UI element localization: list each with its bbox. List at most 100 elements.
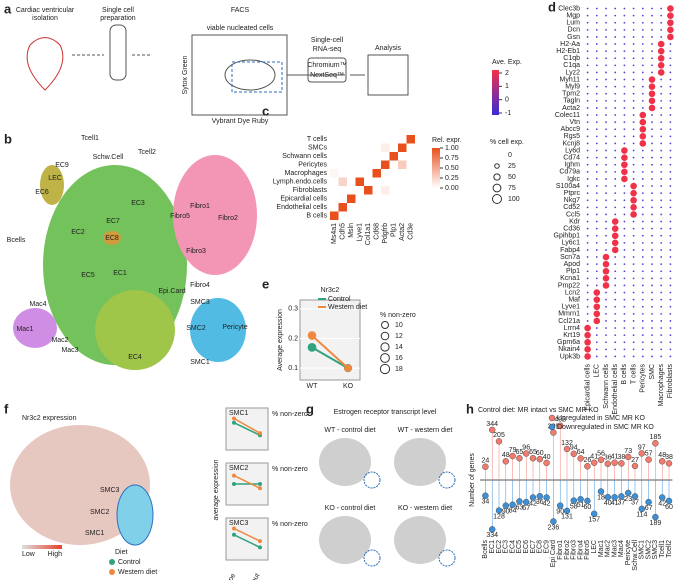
dot	[584, 324, 591, 332]
dot-bg	[586, 256, 589, 258]
dot-bg	[614, 156, 617, 159]
gene-label: C1qb	[563, 55, 580, 62]
point	[258, 539, 262, 544]
dot-bg	[669, 241, 672, 244]
dot-bg	[595, 206, 598, 209]
dot-bg	[605, 50, 607, 53]
dot	[593, 317, 601, 325]
dot-bg	[632, 28, 635, 31]
dot-bg	[669, 78, 672, 81]
value-label: 344	[486, 421, 498, 428]
dot-bg	[614, 43, 617, 45]
dot-bg	[595, 220, 598, 223]
dot-bg	[641, 312, 644, 315]
tick-label: LEC	[591, 540, 598, 554]
tick-label: 16	[395, 355, 403, 362]
value-label: 36	[604, 455, 612, 462]
subplot-title: WT - control diet	[324, 427, 375, 434]
tick-label: 10	[395, 322, 403, 329]
value-label: 63	[516, 504, 524, 511]
dot-bg	[651, 277, 653, 280]
heat-cell	[372, 203, 381, 212]
tick-label: Bcells	[482, 540, 489, 559]
value-label: 38	[665, 454, 673, 461]
dot	[648, 76, 656, 83]
point	[631, 493, 639, 500]
dot-bg	[641, 305, 644, 308]
dot-bg	[632, 85, 635, 88]
dot-bg	[669, 128, 672, 131]
heat-cell	[355, 211, 364, 220]
dot-bg	[595, 185, 598, 187]
tube-icon	[109, 24, 127, 81]
point	[516, 498, 523, 505]
value-label: 236	[548, 524, 560, 531]
dot-bg	[586, 220, 589, 223]
dot-bg	[586, 57, 589, 60]
dot-bg	[623, 7, 626, 10]
heat-cell	[389, 143, 398, 152]
dot-bg	[632, 14, 635, 17]
dot-bg	[660, 213, 663, 216]
dot-bg	[669, 355, 672, 358]
dot-bg	[632, 121, 635, 124]
label: High	[48, 551, 63, 558]
label: Number of genes	[469, 453, 476, 507]
series-line	[233, 417, 261, 434]
dot-bg	[623, 256, 626, 258]
dot-bg	[623, 227, 626, 230]
plot-frame	[225, 517, 269, 561]
dot-bg	[669, 170, 672, 173]
tick-label: EC9	[543, 540, 550, 554]
point	[482, 463, 489, 470]
dot-bg	[595, 263, 598, 266]
heat-cell	[381, 152, 390, 161]
panel-letter: g	[306, 401, 314, 416]
dot	[602, 267, 610, 275]
tick-label: Tcell1	[659, 540, 666, 558]
dot	[639, 125, 647, 133]
label: Rel. expr.	[432, 137, 462, 144]
dot-bg	[669, 43, 672, 45]
umap-b	[13, 155, 257, 370]
dot-bg	[605, 199, 607, 202]
heat-cell	[355, 186, 364, 195]
heat-cell	[406, 135, 415, 144]
heat-cell	[389, 194, 398, 203]
dot-bg	[586, 85, 589, 88]
heat-cell	[364, 135, 373, 144]
dot-bg	[632, 270, 635, 273]
dot	[648, 83, 656, 90]
dot-bg	[669, 263, 672, 266]
dot-bg	[632, 256, 635, 258]
tick-label: WT	[307, 383, 319, 390]
label: Vybrant Dye Ruby	[212, 118, 269, 125]
tick-label: 0	[505, 97, 509, 104]
gene-label: Krt19	[563, 332, 580, 339]
dot-bg	[586, 14, 589, 17]
dot-bg	[641, 21, 644, 24]
dot-bg	[595, 256, 598, 258]
heat-cell	[330, 135, 339, 144]
dot-bg	[651, 50, 653, 53]
dot-bg	[660, 36, 663, 38]
dot-bg	[586, 227, 589, 230]
dot-bg	[669, 149, 672, 152]
point	[495, 438, 503, 445]
point	[557, 422, 564, 429]
facs-contour	[224, 59, 276, 91]
heat-cell	[372, 160, 381, 169]
label: Low	[22, 551, 36, 558]
colorbar	[492, 70, 499, 115]
size-key	[492, 183, 502, 193]
size-key	[494, 163, 500, 169]
dot-bg	[651, 14, 653, 17]
dot-bg	[623, 71, 626, 74]
gene-label: Lrrn4	[564, 325, 580, 332]
gene-label: Colec11	[555, 112, 580, 119]
gene-label: S100a4	[556, 183, 580, 190]
dot-bg	[586, 64, 589, 67]
dot-bg	[660, 334, 663, 337]
point	[523, 498, 530, 506]
dot-bg	[605, 220, 607, 223]
